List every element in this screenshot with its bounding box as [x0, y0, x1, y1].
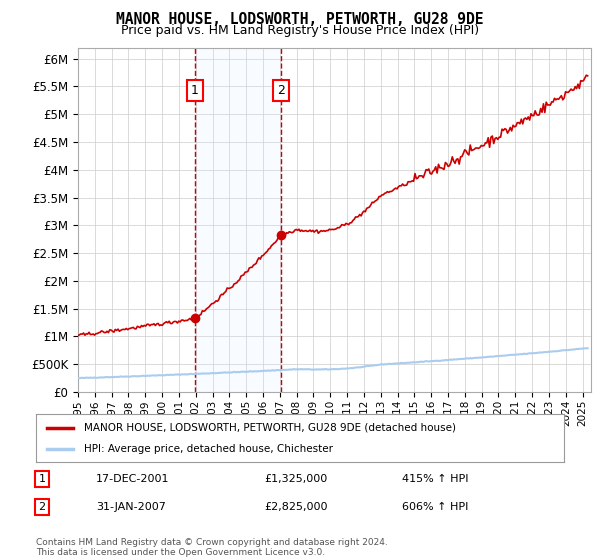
Text: £1,325,000: £1,325,000 [264, 474, 327, 484]
Text: 31-JAN-2007: 31-JAN-2007 [96, 502, 166, 512]
Text: HPI: Average price, detached house, Chichester: HPI: Average price, detached house, Chic… [83, 444, 332, 454]
Text: 2: 2 [277, 84, 285, 97]
Text: 1: 1 [38, 474, 46, 484]
Text: 415% ↑ HPI: 415% ↑ HPI [402, 474, 469, 484]
Text: MANOR HOUSE, LODSWORTH, PETWORTH, GU28 9DE: MANOR HOUSE, LODSWORTH, PETWORTH, GU28 9… [116, 12, 484, 27]
Text: 2: 2 [38, 502, 46, 512]
Text: 606% ↑ HPI: 606% ↑ HPI [402, 502, 469, 512]
Text: £2,825,000: £2,825,000 [264, 502, 328, 512]
Text: 17-DEC-2001: 17-DEC-2001 [96, 474, 170, 484]
Text: 1: 1 [191, 84, 199, 97]
Text: Contains HM Land Registry data © Crown copyright and database right 2024.
This d: Contains HM Land Registry data © Crown c… [36, 538, 388, 557]
Text: Price paid vs. HM Land Registry's House Price Index (HPI): Price paid vs. HM Land Registry's House … [121, 24, 479, 36]
Bar [195, 48, 281, 392]
Text: MANOR HOUSE, LODSWORTH, PETWORTH, GU28 9DE (detached house): MANOR HOUSE, LODSWORTH, PETWORTH, GU28 9… [83, 423, 455, 433]
